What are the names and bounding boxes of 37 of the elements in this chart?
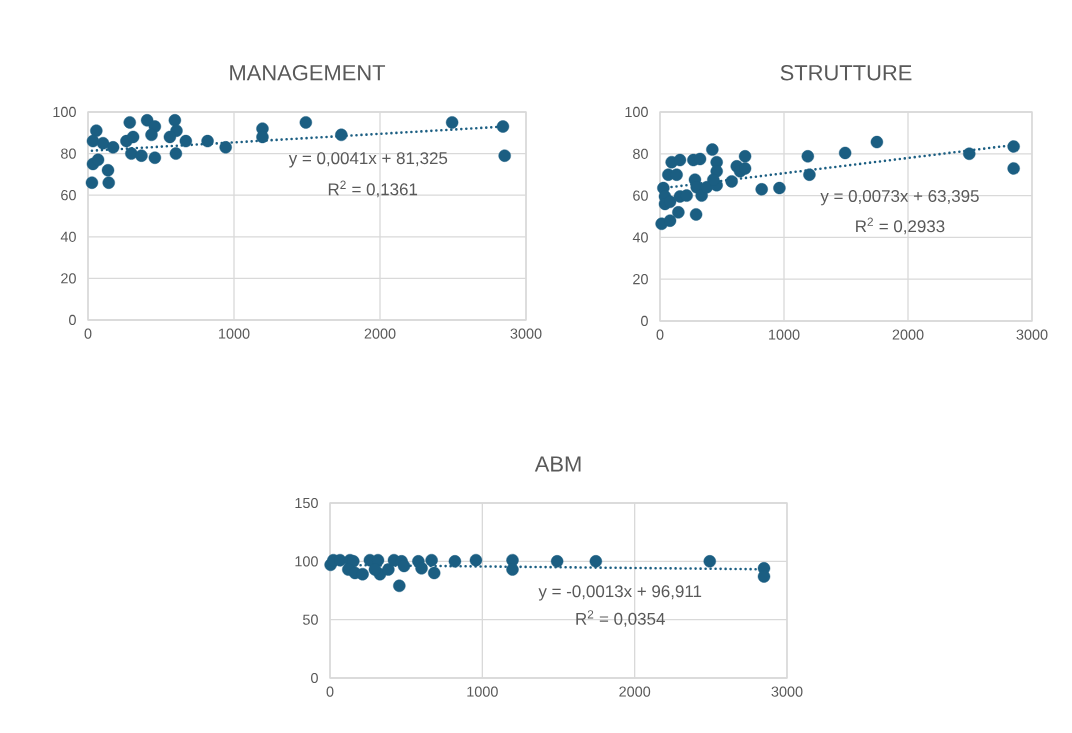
y-tick-label: 40 [60, 231, 76, 242]
x-tick-label: 2000 [364, 328, 396, 339]
y-tick-label: 150 [295, 497, 318, 509]
y-tick-label: 0 [311, 672, 318, 684]
chart-title: ABM [534, 456, 581, 472]
x-tick-label: 3000 [1016, 329, 1048, 340]
x-tick-label: 2000 [619, 686, 651, 697]
y-tick-label: 20 [633, 274, 648, 285]
y-tick-label: 100 [625, 106, 648, 118]
annotation: R$^{2}$ = 0,2933 [856, 217, 945, 235]
x-tick-label: 3000 [510, 328, 542, 339]
y-tick-label: 100 [53, 106, 76, 118]
chart-title: STRUTTURE [780, 64, 912, 81]
y-tick-label: 0 [69, 314, 76, 326]
y-tick-label: 20 [61, 273, 76, 284]
annotation: R$^{2}$ = 0,0354 [576, 610, 665, 627]
x-tick-label: 0 [326, 686, 334, 697]
x-tick-label: 1000 [219, 328, 250, 339]
x-tick-label: 2000 [892, 329, 924, 340]
y-tick-label: 60 [633, 190, 648, 201]
x-tick-label: 0 [84, 328, 92, 339]
annotation: y = -0,0013x + 96,911 [538, 585, 702, 601]
y-tick-label: 0 [641, 315, 648, 327]
annotation: y = 0,0073x + 63,395 [820, 190, 979, 206]
annotation: y = 0,0041x + 81,325 [288, 152, 448, 168]
y-tick-label: 100 [295, 556, 318, 567]
x-tick-label: 1000 [769, 329, 800, 340]
x-tick-label: 1000 [467, 686, 498, 697]
y-tick-label: 40 [632, 232, 648, 243]
x-tick-label: 0 [656, 329, 664, 340]
annotation: R$^{2}$ = 0,1361 [328, 180, 418, 198]
y-tick-label: 50 [302, 614, 318, 625]
y-tick-label: 60 [61, 190, 76, 201]
x-tick-label: 3000 [771, 686, 803, 697]
y-tick-label: 80 [61, 148, 76, 159]
chart-title: MANAGEMENT [230, 64, 386, 81]
y-tick-label: 80 [633, 148, 648, 159]
